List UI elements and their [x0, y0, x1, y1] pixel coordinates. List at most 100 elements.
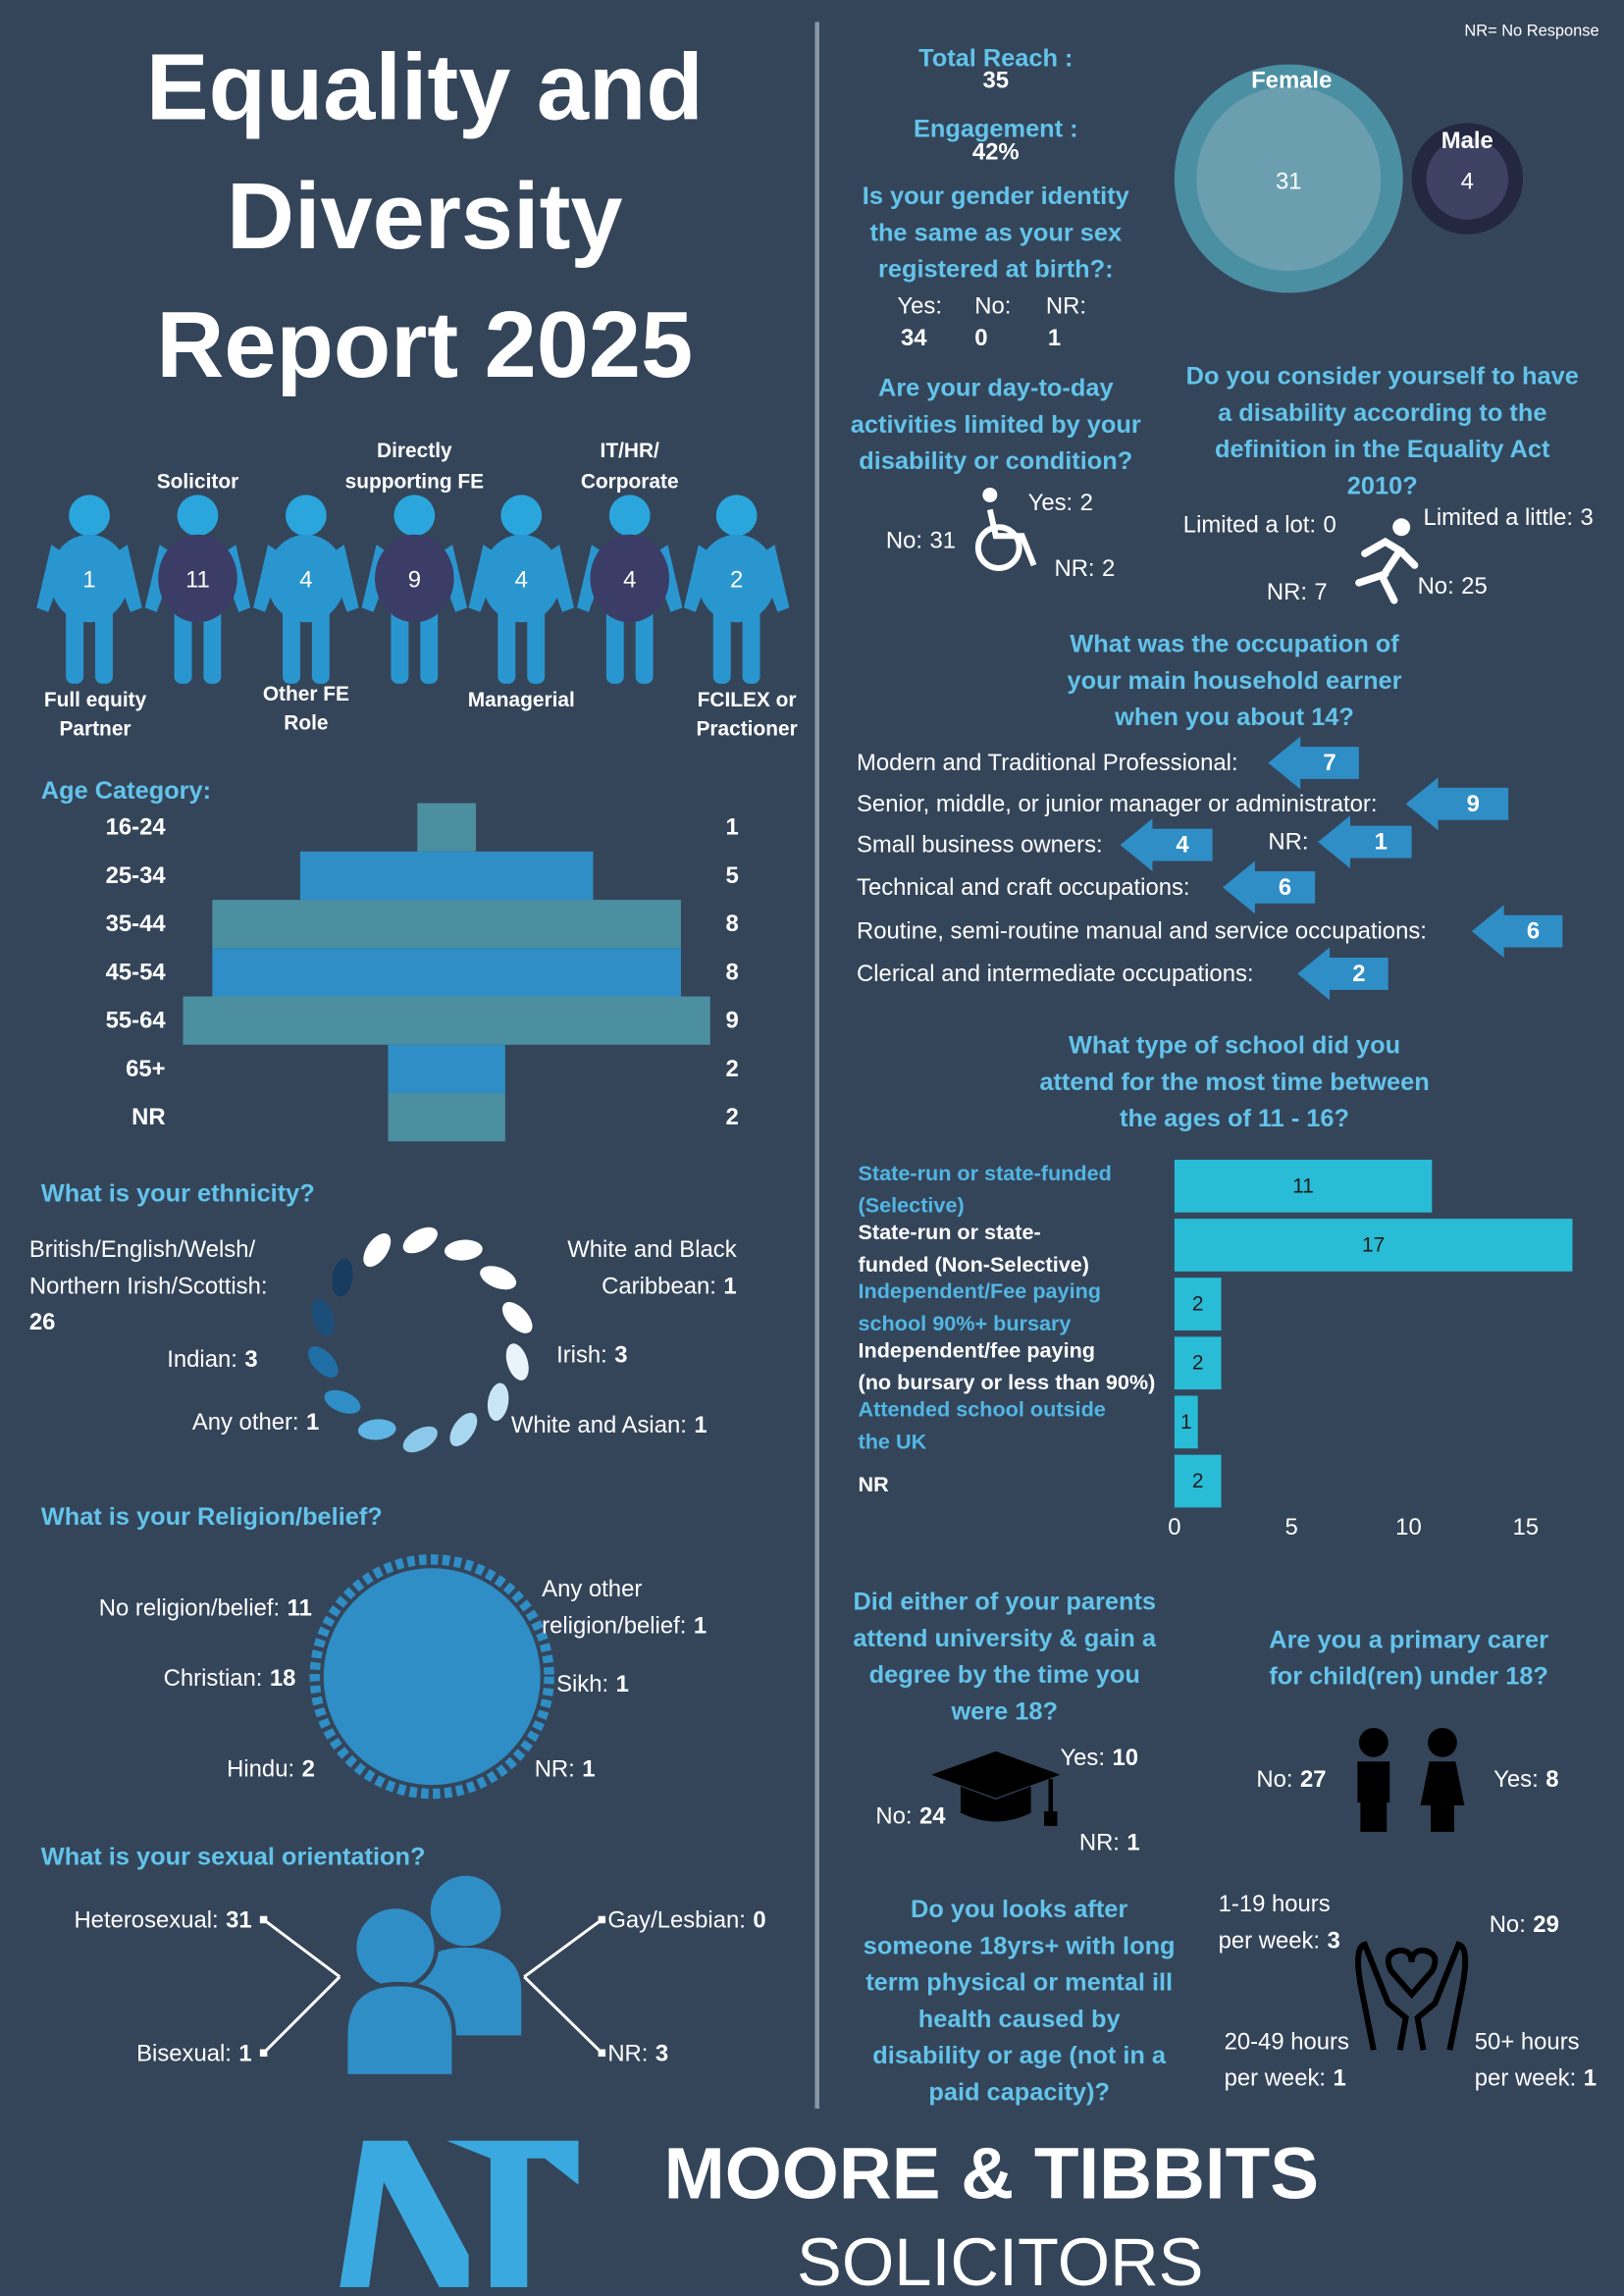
label-text: No religion/belief:: [99, 1594, 280, 1621]
question: paid capacity)?: [928, 2079, 1110, 2107]
arrow: [1297, 947, 1388, 1001]
question: What type of school did you: [1069, 1032, 1400, 1060]
occupation-label: Technical and craft occupations:: [857, 874, 1190, 901]
engagement-value: 42%: [972, 139, 1020, 166]
item-label: No: 24: [875, 1802, 946, 1829]
age-value: 5: [726, 862, 739, 889]
hand-icon: [308, 1346, 339, 1378]
x-tick-label: 15: [1512, 1514, 1539, 1540]
page-title: Report 2025: [156, 293, 693, 397]
label-text: Limited a lot:: [1183, 511, 1316, 538]
heart: [1385, 1947, 1439, 2000]
age-bar: [212, 900, 681, 949]
category-label: the UK: [859, 1429, 927, 1453]
occupation-label: Modern and Traditional Professional:: [857, 750, 1238, 776]
bar: [1174, 1336, 1222, 1390]
body: [266, 534, 346, 623]
label-text: 50+ hours: [1475, 2028, 1580, 2055]
item-label: No: 25: [1418, 572, 1488, 599]
hand-icon: [324, 1389, 361, 1414]
person-icon: [683, 495, 790, 684]
answer-value: 1: [1048, 325, 1061, 351]
question: the same as your sex: [870, 219, 1123, 246]
note: NR= No Response: [1464, 22, 1598, 39]
value: 11: [288, 1594, 312, 1621]
arrow: [1268, 736, 1359, 790]
category-label: State-run or state-funded: [859, 1161, 1112, 1185]
label-text: per week:: [1475, 2064, 1576, 2091]
body: [590, 534, 669, 623]
value: 25: [1461, 572, 1488, 599]
body: [1357, 1761, 1390, 1803]
value: 1: [1126, 1829, 1139, 1855]
question: when you about 14?: [1114, 704, 1354, 731]
occupation-label: NR:: [1268, 829, 1308, 856]
role-label: Role: [284, 712, 328, 735]
hand-icon: [449, 1412, 478, 1447]
body: [49, 534, 130, 623]
value: 0: [1324, 511, 1336, 538]
occupation-label: Clerical and intermediate occupations:: [857, 961, 1254, 987]
value: 31: [929, 527, 956, 553]
occupation-label: Routine, semi-routine manual and service…: [857, 918, 1427, 945]
brand-name: MOORE & TIBBITS: [664, 2132, 1319, 2215]
label-text: Irish:: [556, 1341, 607, 1368]
connector: [523, 1975, 603, 2055]
label-text: Yes:: [1028, 489, 1074, 515]
label-text: 20-49 hours: [1225, 2028, 1349, 2055]
hands-heart-icon: [1355, 1941, 1469, 2051]
hand-icon: [487, 1383, 509, 1422]
frame: [986, 508, 1037, 567]
role-value: 4: [299, 566, 312, 593]
head: [177, 495, 219, 537]
question: degree by the time you: [869, 1661, 1140, 1689]
item-label: Limited a lot: 0: [1183, 511, 1336, 538]
role-label: Directly: [377, 440, 452, 462]
value: 8: [1545, 1766, 1558, 1793]
item-label: Any other: 1: [192, 1409, 320, 1435]
legs: [420, 607, 439, 684]
body: [158, 534, 237, 623]
hand-icon: [402, 1426, 438, 1453]
question: activities limited by your: [851, 411, 1141, 439]
question: someone 18yrs+ with long: [864, 1932, 1176, 1959]
arrow: [1405, 777, 1509, 831]
person-icon: [468, 495, 574, 684]
question: Do you looks after: [911, 1896, 1127, 1923]
value: 24: [919, 1802, 946, 1829]
person-icon: [36, 495, 142, 684]
item-label: Indian: 3: [167, 1345, 257, 1372]
item-label: No: 27: [1256, 1766, 1326, 1793]
religion-circle: [323, 1568, 541, 1786]
legs: [527, 607, 546, 684]
hand-icon: [357, 1419, 396, 1440]
item-label: NR: 1: [535, 1755, 596, 1782]
tassel: [1048, 1779, 1053, 1812]
age-bar: [183, 996, 710, 1045]
role-label: Solicitor: [157, 470, 239, 493]
legs: [95, 607, 113, 684]
label-text: NR:: [535, 1755, 575, 1782]
question: Is your gender identity: [863, 183, 1129, 210]
female-value: 31: [1276, 169, 1302, 195]
label-text: No:: [1490, 1910, 1526, 1937]
legs: [1360, 1802, 1388, 1832]
legs: [391, 607, 409, 684]
occupation-value: 1: [1375, 829, 1388, 856]
question: your main household earner: [1068, 667, 1402, 695]
value: 26: [29, 1309, 56, 1335]
value: 2: [1102, 555, 1115, 582]
value: 1: [723, 1273, 736, 1299]
dress: [1420, 1761, 1465, 1806]
label-text: Gay/Lesbian:: [607, 1906, 746, 1933]
body: [375, 534, 454, 623]
arrow: [1120, 818, 1213, 871]
question: Do you consider yourself to have: [1186, 363, 1579, 391]
graduation-cap-icon: [931, 1750, 1061, 1826]
age-value: 1: [726, 814, 739, 841]
head: [715, 495, 758, 537]
hand-icon: [311, 1299, 335, 1336]
wheelchair-icon: [974, 487, 1037, 572]
question: attend for the most time between: [1039, 1069, 1429, 1096]
